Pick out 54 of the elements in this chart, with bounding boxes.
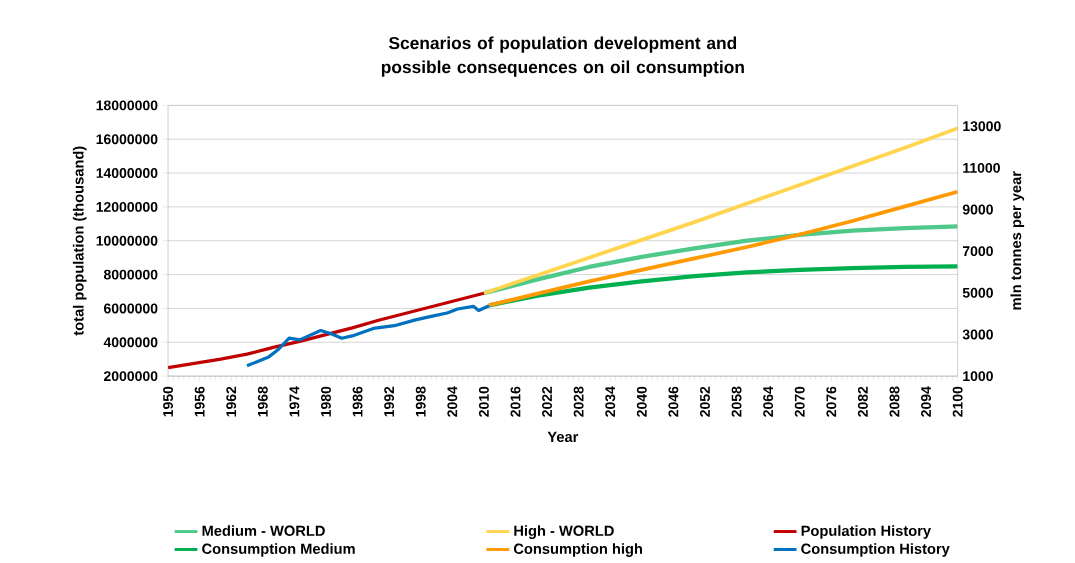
y-tick-label: 12000000 [96,202,158,212]
y-tick-label: 8000000 [103,269,158,280]
line-series [245,304,491,368]
y-tick-label: 18000000 [96,100,158,111]
y2-tick-label: 7000 [962,246,993,257]
y-tick-label: 2000000 [103,371,158,382]
x-tick-label: 2052 [700,386,710,417]
x-tick-label: 2022 [542,386,553,417]
y-tick-label: 10000000 [96,235,158,246]
x-tick-label: 1986 [352,386,363,417]
y-tick-label: 14000000 [96,168,158,179]
x-tick-label: 1968 [257,386,268,417]
legend-label: Population History [801,525,931,539]
x-tick-label: 2064 [763,386,774,417]
x-tick-label: 1974 [289,386,300,417]
y2-tick-label: 3000 [962,329,993,340]
x-tick-label: 2016 [510,386,521,417]
y2-tick-label: 11000 [963,162,1000,173]
x-tick-label: 2010 [478,386,489,417]
x-tick-label: 1962 [226,386,237,417]
chart-title: Scenarios of population development and possible consequences on oil consumption [381,36,744,77]
y2-tick-label: 1000 [963,371,993,382]
y-tick-label: 16000000 [96,134,158,145]
x-tick-label: 2082 [857,386,868,417]
x-tick-label: 2034 [605,386,616,417]
x-axis-title: Year [547,431,579,443]
x-tick-label: 1956 [194,386,205,417]
x-tick-label: 2040 [636,386,647,417]
x-tick-label: 1980 [321,386,331,417]
legend-label: Consumption Medium [202,543,355,557]
x-tick-label: 2046 [668,386,679,417]
legend-label: Medium - WORLD [202,525,325,537]
y2-tick-label: 5000 [962,287,993,298]
x-tick-label: 1992 [384,386,395,417]
x-tick-label: 2070 [794,386,805,417]
x-tick-label: 2028 [573,386,584,417]
x-tick-label: 2058 [731,386,742,417]
x-tick-label: 1950 [163,386,174,417]
x-tick-label: 1998 [415,386,426,417]
y2-axis-title: mln tonnes per year [1010,171,1025,310]
x-tick-label: 2100 [952,386,963,417]
x-tick-label: 2094 [921,386,932,417]
y-tick-label: 6000000 [103,303,158,314]
x-tick-label: 2004 [447,386,458,417]
y2-tick-label: 13000 [963,121,1001,132]
legend-label: High - WORLD [514,525,614,540]
y2-tick-label: 9000 [962,204,993,215]
legend-label: Consumption high [513,543,643,557]
x-tick-label: 2088 [889,386,900,417]
line-series [487,190,958,308]
y-axis-title: total population (thousand) [72,146,87,336]
x-tick-label: 2076 [826,386,837,417]
legend-label: Consumption History [801,543,950,557]
y-tick-label: 4000000 [103,337,158,348]
